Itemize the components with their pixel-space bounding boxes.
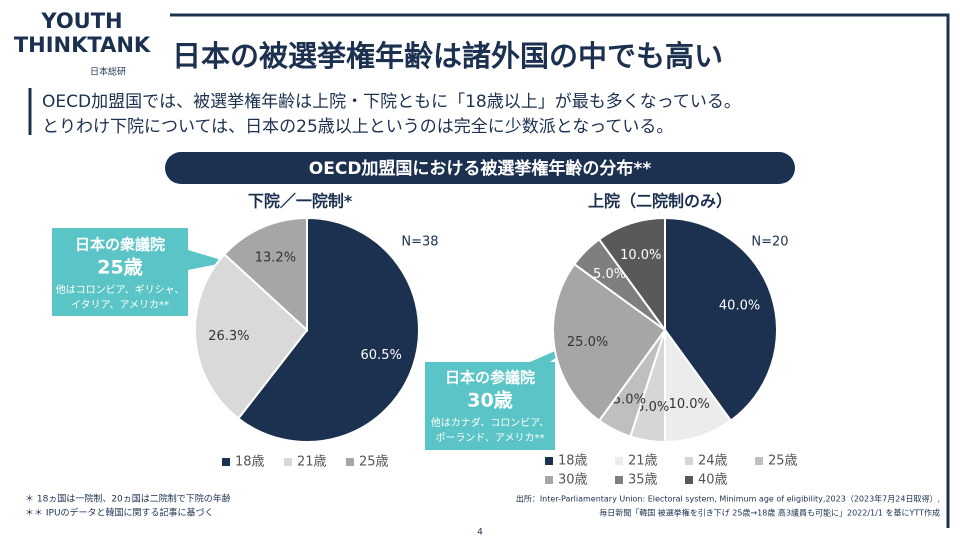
legend-label: 18歳 bbox=[558, 454, 588, 469]
legend-swatch bbox=[545, 457, 553, 465]
legend-swatch bbox=[222, 458, 230, 466]
logo: YOUTH bbox=[40, 9, 122, 33]
section-title: OECD加盟国における被選挙権年齢の分布** bbox=[309, 158, 652, 179]
callout-note: 他はカナダ、コロンビア、 bbox=[431, 416, 550, 429]
legend-label: 30歳 bbox=[558, 473, 588, 488]
value-label: 25.0% bbox=[567, 335, 608, 350]
legend-swatch bbox=[346, 458, 354, 466]
pie-slice bbox=[194, 252, 309, 420]
legend-swatch bbox=[284, 458, 292, 466]
callout-age: 30歳 bbox=[467, 390, 512, 412]
legend-label: 21歳 bbox=[628, 454, 658, 469]
legend-label: 40歳 bbox=[698, 473, 728, 488]
pie-slice bbox=[236, 216, 420, 443]
legend-label: 21歳 bbox=[297, 455, 327, 470]
value-label: 26.3% bbox=[208, 329, 249, 344]
legend-swatch bbox=[685, 476, 693, 484]
chart-title: 上院（二院制のみ） bbox=[588, 192, 732, 211]
callout-note: イタリア、アメリカ** bbox=[71, 299, 169, 311]
section-banner bbox=[165, 152, 795, 184]
legend-swatch bbox=[755, 457, 763, 465]
chart-title: 下院／一院制* bbox=[248, 192, 353, 211]
legend-label: 18歳 bbox=[235, 455, 265, 470]
legend-label: 25歳 bbox=[768, 454, 798, 469]
footnote: ＊＊ IPUのデータと韓国に関する記事に基づく bbox=[25, 507, 214, 519]
logo: THINKTANK bbox=[14, 33, 151, 57]
value-label: 13.2% bbox=[255, 251, 296, 266]
pie-slice bbox=[597, 216, 666, 334]
callout-note: 他はコロンビア、ギリシャ、 bbox=[56, 283, 185, 296]
value-label: 5.0% bbox=[593, 267, 626, 282]
page-number: 4 bbox=[477, 528, 483, 538]
n-label: N=38 bbox=[401, 235, 438, 250]
callout-note: ポーランド、アメリカ** bbox=[435, 432, 544, 444]
callout-age: 25歳 bbox=[97, 257, 142, 279]
callout bbox=[425, 340, 580, 450]
value-label: 60.5% bbox=[361, 348, 402, 363]
legend-swatch bbox=[545, 476, 553, 484]
value-label: 5.0% bbox=[636, 400, 669, 415]
n-label: N=20 bbox=[751, 235, 788, 250]
footnote: ＊ 18ヵ国は一院制、20ヵ国は二院制で下院の年齢 bbox=[25, 493, 231, 505]
value-label: 10.0% bbox=[669, 397, 710, 412]
legend-swatch bbox=[615, 457, 623, 465]
callout bbox=[52, 228, 228, 316]
legend-label: 24歳 bbox=[698, 454, 728, 469]
value-label: 40.0% bbox=[719, 298, 760, 313]
legend-label: 25歳 bbox=[359, 455, 389, 470]
logo-partner: 日本総研 bbox=[90, 66, 126, 78]
legend-swatch bbox=[615, 476, 623, 484]
callout-title: 日本の参議院 bbox=[445, 369, 535, 387]
pie-slice bbox=[664, 216, 778, 423]
legend-label: 35歳 bbox=[628, 473, 658, 488]
lead-text: OECD加盟国では、被選挙権年齢は上院・下院ともに「18歳以上」が最も多くなって… bbox=[42, 92, 741, 112]
slide-title: 日本の被選挙権年齢は諸外国の中でも高い bbox=[172, 39, 723, 73]
value-label: 10.0% bbox=[620, 248, 661, 263]
pie-slice bbox=[222, 216, 308, 333]
source: 出所：Inter-Parliamentary Union: Electoral … bbox=[516, 494, 940, 504]
pie-slice bbox=[552, 262, 667, 423]
source: 毎日新聞「韓国 被選挙権を引き下げ 25歳→18歳 高3議員も可能に」2022/… bbox=[599, 508, 940, 518]
callout-title: 日本の衆議院 bbox=[75, 236, 165, 254]
value-label: 5.0% bbox=[613, 392, 646, 407]
frame bbox=[170, 13, 950, 528]
legend-swatch bbox=[685, 457, 693, 465]
lead-text: とりわけ下院については、日本の25歳以上というのは完全に少数派となっている。 bbox=[42, 117, 673, 137]
